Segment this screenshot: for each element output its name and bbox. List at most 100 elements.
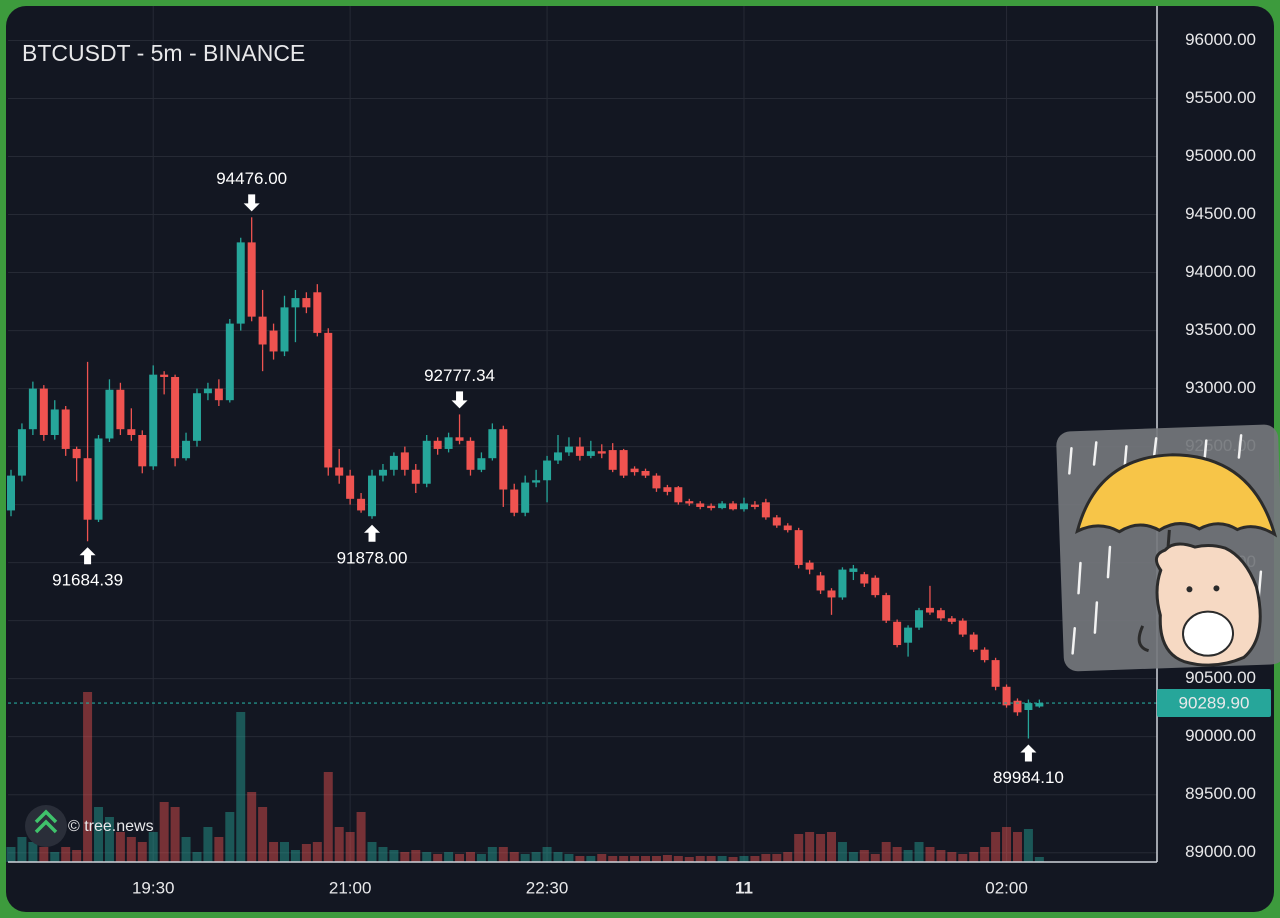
candle-body [696, 503, 705, 507]
candle-body [729, 503, 738, 510]
volume-bar [422, 852, 432, 862]
candle-body [411, 469, 420, 484]
annotation-label: 91684.39 [52, 571, 123, 590]
candle-body [182, 440, 191, 459]
candle-body [127, 429, 136, 435]
candle-body [105, 389, 114, 439]
volume-bar [28, 842, 38, 862]
volume-bar [126, 837, 136, 862]
volume-bar [258, 807, 268, 862]
volume-bar [389, 850, 399, 862]
candle-body [17, 429, 26, 476]
y-tick-label: 93500.00 [1185, 320, 1256, 339]
volume-bar [236, 712, 246, 862]
volume-bar [651, 856, 661, 862]
candle-body [816, 575, 825, 591]
candle-body [750, 504, 759, 507]
candle-body [335, 467, 344, 476]
volume-bar [914, 842, 924, 862]
candle-body [378, 469, 387, 476]
candle-body [1013, 700, 1022, 713]
x-tick-label: 02:00 [985, 878, 1028, 897]
y-tick-label: 95000.00 [1185, 146, 1256, 165]
volume-bar [280, 842, 289, 862]
volume-bar [159, 802, 169, 862]
volume-bar [969, 852, 979, 862]
candle-body [915, 610, 924, 628]
volume-bar [881, 842, 891, 862]
candle-body [50, 409, 59, 435]
candle-body [346, 475, 355, 499]
annotation-arrow [79, 547, 96, 565]
volume-bar [728, 857, 738, 862]
x-tick-label: 21:00 [329, 878, 372, 897]
volume-bar [181, 837, 191, 862]
volume-bar [411, 850, 421, 862]
candle-body [83, 458, 92, 520]
y-tick-label: 96000.00 [1185, 30, 1256, 49]
volume-bar [783, 852, 793, 862]
volume-bar [575, 856, 585, 862]
volume-bar [630, 856, 640, 862]
candle-body [564, 446, 573, 453]
candle-body [1024, 703, 1033, 710]
volume-bar [83, 692, 93, 862]
candle-body [203, 388, 212, 394]
candle-body [225, 323, 234, 401]
candle-body [554, 452, 562, 461]
candle-body [958, 620, 967, 635]
x-tick-label: 22:30 [526, 878, 569, 897]
volume-bar [761, 854, 771, 862]
candle-body [652, 475, 661, 489]
candle-body [455, 437, 464, 441]
candle-body [269, 330, 278, 352]
watermark-text: © tree.news [68, 818, 154, 835]
volume-bar [684, 857, 694, 862]
candle-body [39, 388, 48, 435]
volume-bar [641, 856, 651, 862]
volume-bar [991, 832, 1001, 862]
y-tick-label: 95500.00 [1185, 88, 1256, 107]
y-tick-label: 89000.00 [1185, 842, 1256, 861]
candle-body [772, 517, 781, 526]
candle-body [794, 530, 803, 565]
volume-bar [597, 854, 607, 862]
annotation-label: 89984.10 [993, 768, 1064, 787]
candle-body [422, 440, 431, 484]
candle-body [575, 446, 584, 456]
y-tick-label: 94500.00 [1185, 204, 1256, 223]
annotation-arrow [1020, 744, 1037, 762]
volume-bar [17, 837, 27, 862]
volume-bar [225, 812, 235, 862]
candle-body [1035, 703, 1044, 707]
volume-bar [148, 832, 158, 862]
volume-bar [378, 847, 388, 862]
volume-bar [323, 772, 333, 862]
candle-body [641, 470, 650, 476]
candle-body [400, 452, 409, 470]
volume-bar [859, 850, 869, 862]
volume-bar [137, 842, 147, 862]
y-tick-label: 89500.00 [1185, 784, 1256, 803]
volume-bar [542, 847, 552, 862]
candle-body [761, 502, 770, 518]
annotation-label: 92777.34 [424, 366, 495, 385]
volume-bar [444, 852, 454, 862]
candle-layer [7, 217, 1157, 739]
y-tick-label: 93000.00 [1185, 378, 1256, 397]
volume-bar [958, 854, 968, 862]
volume-bar [334, 827, 344, 862]
volume-bar [903, 850, 913, 862]
candle-body [149, 374, 158, 467]
last-price-label: 90289.90 [1179, 694, 1250, 713]
candle-body [236, 242, 245, 324]
candle-body [313, 292, 322, 333]
volume-bar [837, 842, 847, 862]
candle-body [138, 435, 147, 467]
volume-bar [498, 847, 508, 862]
volume-bar [980, 847, 990, 862]
volume-bar [290, 850, 300, 862]
volume-bar [706, 856, 716, 862]
candle-body [488, 429, 497, 459]
